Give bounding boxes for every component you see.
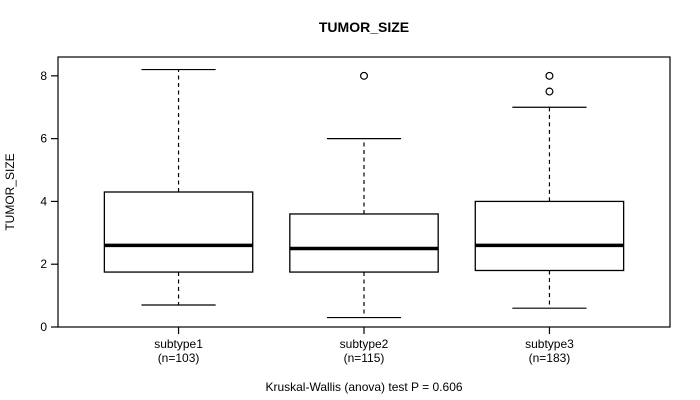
group-n-label: (n=103) (158, 351, 200, 365)
group-label: subtype3 (525, 337, 574, 351)
y-axis-tick-label: 8 (40, 69, 47, 83)
plot-area: 0 2 4 6 8 subtype1(n=103) subtype2(n=115) subty… (40, 56, 671, 365)
iqr-box (474, 200, 625, 272)
outlier-point (545, 87, 554, 96)
outlier-point (360, 71, 369, 80)
iqr-box (103, 191, 254, 273)
y-axis-tick-label: 6 (40, 132, 47, 146)
y-axis-tick-label: 2 (40, 257, 47, 271)
y-axis-title: TUMOR_SIZE (3, 153, 17, 230)
chart-title: TUMOR_SIZE (319, 19, 409, 35)
iqr-box (289, 213, 439, 273)
y-axis-tick-label: 0 (40, 320, 47, 334)
group-label: subtype2 (340, 337, 389, 351)
outlier-point (545, 71, 554, 80)
kruskal-wallis-annotation: Kruskal-Wallis (anova) test P = 0.606 (265, 380, 462, 394)
group-label: subtype1 (154, 337, 203, 351)
y-axis-tick-label: 4 (40, 194, 47, 208)
group-n-label: (n=183) (529, 351, 571, 365)
group-n-label: (n=115) (344, 351, 385, 365)
